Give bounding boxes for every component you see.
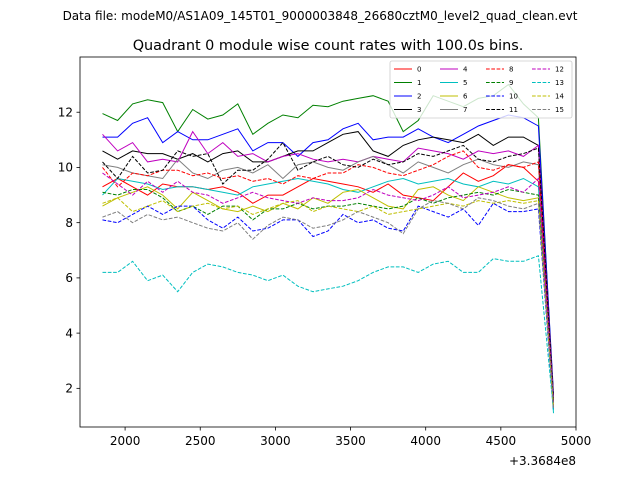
legend-label-0: 0 [417, 66, 421, 74]
series-line-13 [103, 256, 554, 411]
y-tick-label: 6 [65, 271, 73, 285]
series-layer [103, 85, 554, 414]
legend-label-15: 15 [555, 106, 564, 114]
x-tick-label: 3000 [260, 434, 291, 448]
series-line-9 [103, 190, 554, 405]
series-line-8 [103, 151, 554, 405]
y-tick-label: 8 [65, 216, 73, 230]
series-line-15 [103, 198, 554, 408]
series-line-14 [103, 198, 554, 408]
x-tick-label: 2500 [185, 434, 216, 448]
legend-label-1: 1 [417, 79, 421, 87]
chart-title: Quadrant 0 module wise count rates with … [133, 38, 524, 54]
chart-suptitle: Data file: modeM0/AS1A09_145T01_90000038… [63, 9, 578, 23]
x-offset-label: +3.3684e8 [509, 454, 576, 468]
y-axis: 2 4 6 8 10 12 [58, 106, 80, 396]
series-line-6 [103, 187, 554, 408]
y-tick-label: 10 [58, 161, 73, 175]
legend-label-11: 11 [509, 106, 518, 114]
legend-label-4: 4 [463, 66, 468, 74]
y-tick-label: 2 [65, 382, 73, 396]
legend-label-9: 9 [509, 79, 513, 87]
legend-label-8: 8 [509, 66, 513, 74]
series-line-1 [103, 85, 554, 400]
x-tick-label: 5000 [561, 434, 592, 448]
legend-label-7: 7 [463, 106, 467, 114]
y-tick-label: 12 [58, 106, 73, 120]
x-tick-label: 2000 [110, 434, 141, 448]
x-tick-label: 4500 [486, 434, 517, 448]
legend-label-3: 3 [417, 106, 421, 114]
legend-label-14: 14 [555, 93, 564, 101]
x-tick-label: 4000 [410, 434, 441, 448]
legend-label-10: 10 [509, 93, 518, 101]
chart-figure: Data file: modeM0/AS1A09_145T01_90000038… [0, 0, 640, 480]
x-tick-label: 3500 [335, 434, 366, 448]
legend-label-13: 13 [555, 79, 564, 87]
y-tick-label: 4 [65, 326, 73, 340]
x-axis: 2000 2500 3000 3500 4000 4500 5000 [110, 427, 591, 448]
series-line-4 [103, 132, 554, 400]
legend-label-6: 6 [463, 93, 468, 101]
series-line-10 [103, 203, 554, 410]
series-line-7 [103, 156, 554, 399]
legend-label-2: 2 [417, 93, 421, 101]
legend-label-5: 5 [463, 79, 467, 87]
legend-label-12: 12 [555, 66, 564, 74]
series-line-3 [103, 132, 554, 397]
